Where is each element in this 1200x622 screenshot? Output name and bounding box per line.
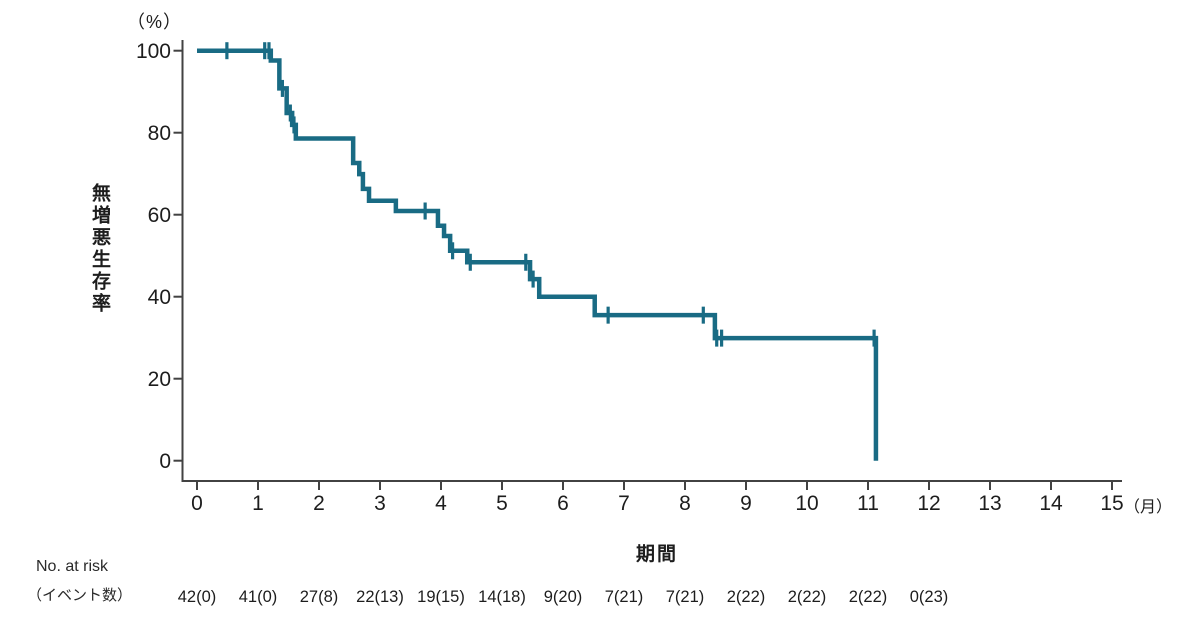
x-tick-label: 2 (313, 492, 325, 515)
x-tick-label: 7 (618, 492, 630, 515)
x-tick-label: 11 (857, 492, 879, 515)
at-risk-value: 42(0) (178, 588, 217, 606)
y-tick-label: 100 (136, 40, 171, 63)
y-tick-label: 80 (148, 122, 171, 145)
x-tick-label: 8 (679, 492, 691, 515)
at-risk-header-line2: （イベント数） (27, 587, 133, 604)
at-risk-value: 41(0) (239, 588, 278, 606)
x-tick-label: 14 (1039, 492, 1063, 515)
at-risk-value: 2(22) (849, 588, 888, 606)
y-tick-label: 60 (148, 204, 171, 227)
x-tick-label: 9 (740, 492, 752, 515)
at-risk-value: 2(22) (788, 588, 827, 606)
x-tick-label: 4 (435, 492, 447, 515)
x-axis-unit-label: （月） (1124, 499, 1173, 516)
x-tick-label: 10 (795, 492, 818, 515)
x-tick-label: 15 (1100, 492, 1123, 515)
y-axis-title: 無増悪生存率 (89, 183, 110, 315)
x-tick-label: 1 (252, 492, 264, 515)
at-risk-value: 7(21) (605, 588, 644, 606)
at-risk-value: 9(20) (544, 588, 583, 606)
x-tick-label: 6 (557, 492, 569, 515)
y-tick-label: 40 (148, 286, 171, 309)
x-tick-label: 3 (374, 492, 386, 515)
at-risk-value: 19(15) (417, 588, 465, 606)
at-risk-header-line1: No. at risk (36, 558, 109, 575)
y-tick-label: 20 (148, 368, 171, 391)
at-risk-value: 14(18) (478, 588, 526, 606)
x-tick-label: 5 (496, 492, 508, 515)
at-risk-value: 27(8) (300, 588, 339, 606)
at-risk-value: 7(21) (666, 588, 705, 606)
survival-step-curve (197, 48, 879, 461)
at-risk-value: 0(23) (910, 588, 949, 606)
at-risk-value: 22(13) (356, 588, 404, 606)
y-tick-label: 0 (159, 450, 171, 473)
x-tick-label: 13 (978, 492, 1001, 515)
at-risk-value: 2(22) (727, 588, 766, 606)
x-axis-title: 期間 (635, 544, 678, 565)
x-tick-label: 12 (917, 492, 940, 515)
x-tick-label: 0 (191, 492, 203, 515)
y-axis-unit-label: （%） (127, 12, 183, 32)
